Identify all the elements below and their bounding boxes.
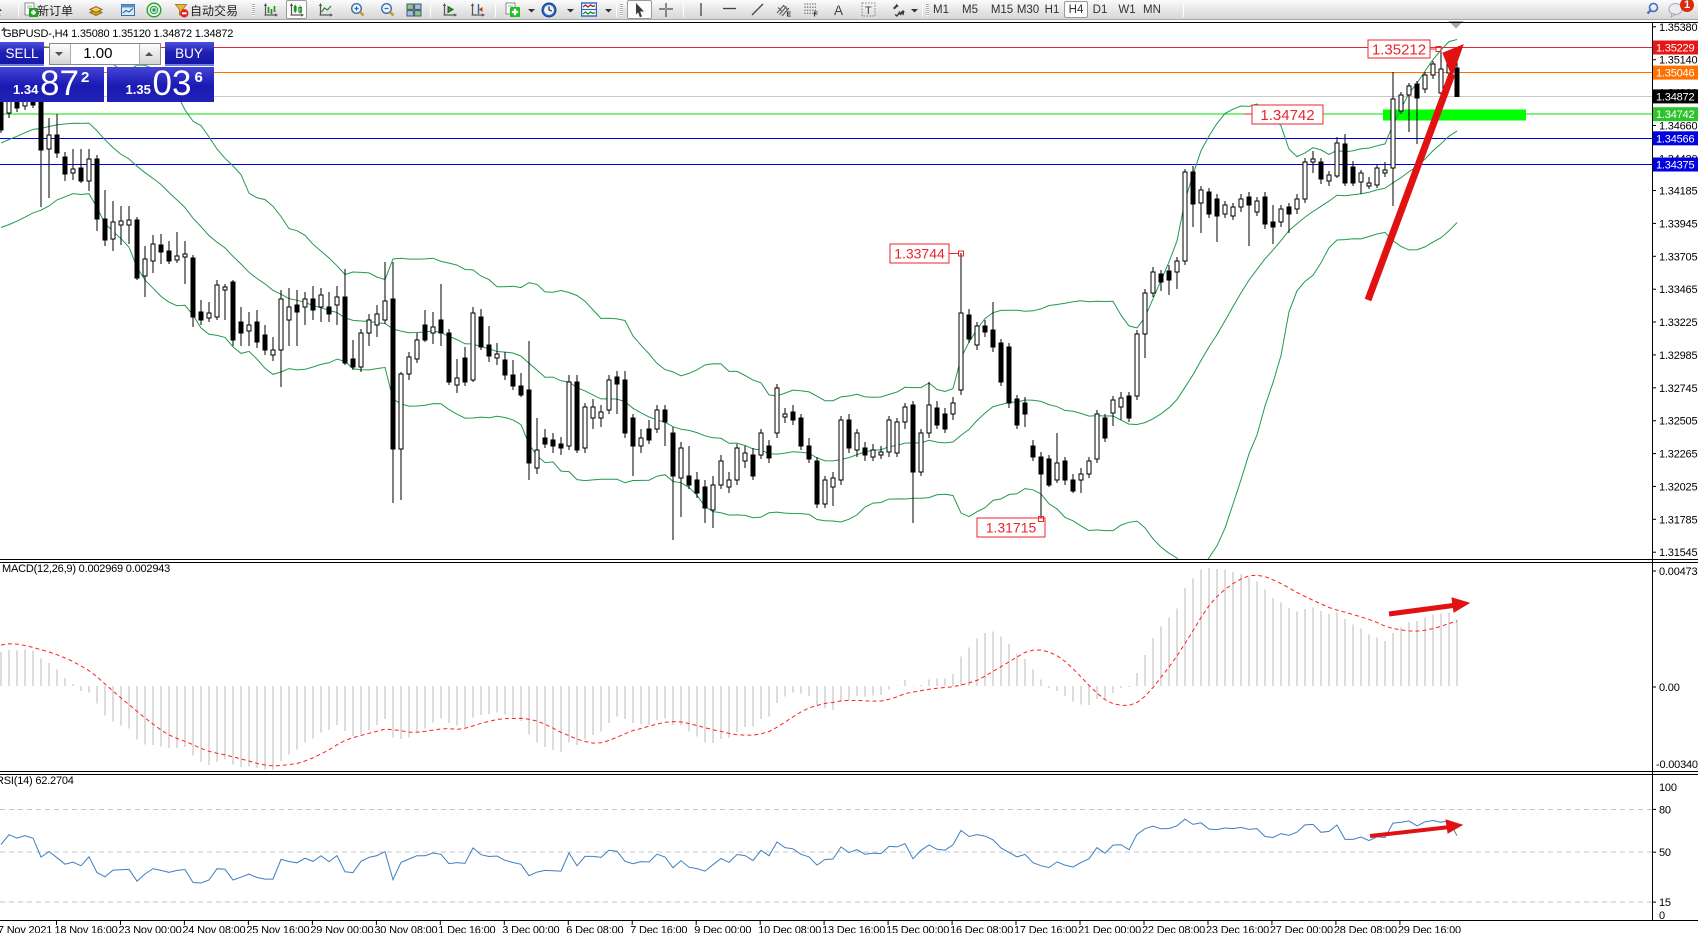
svg-text:21 Dec 00:00: 21 Dec 00:00 <box>1078 925 1141 933</box>
svg-text:15 Dec 00:00: 15 Dec 00:00 <box>886 925 949 933</box>
svg-text:6 Dec 08:00: 6 Dec 08:00 <box>566 925 623 933</box>
svg-text:22 Dec 08:00: 22 Dec 08:00 <box>1142 925 1205 933</box>
svg-text:1.34566: 1.34566 <box>1656 133 1694 145</box>
svg-text:1.33744: 1.33744 <box>894 246 945 262</box>
svg-text:28 Dec 08:00: 28 Dec 08:00 <box>1334 925 1397 933</box>
svg-text:1.34872: 1.34872 <box>1656 91 1694 103</box>
svg-text:GBPUSD-,H4 1.35080 1.35120 1.: GBPUSD-,H4 1.35080 1.35120 1.34872 1.348… <box>3 28 233 40</box>
svg-text:30 Nov 08:00: 30 Nov 08:00 <box>374 925 437 933</box>
svg-text:1.32505: 1.32505 <box>1659 416 1697 428</box>
svg-text:1.34375: 1.34375 <box>1656 160 1694 172</box>
svg-text:1.35212: 1.35212 <box>1372 41 1426 58</box>
svg-text:17 Dec 16:00: 17 Dec 16:00 <box>1014 925 1077 933</box>
svg-text:E: E <box>787 12 792 19</box>
svg-text:23 Dec 16:00: 23 Dec 16:00 <box>1206 925 1269 933</box>
svg-text:1.34660: 1.34660 <box>1659 121 1697 133</box>
svg-text:0.004733: 0.004733 <box>1659 566 1698 578</box>
svg-text:1.31545: 1.31545 <box>1659 547 1697 559</box>
svg-text:1.31785: 1.31785 <box>1659 514 1697 526</box>
svg-text:1.32265: 1.32265 <box>1659 449 1697 461</box>
svg-text:18 Nov 16:00: 18 Nov 16:00 <box>55 925 118 933</box>
svg-text:RSI(14) 62.2704: RSI(14) 62.2704 <box>0 775 74 787</box>
svg-text:9 Dec 00:00: 9 Dec 00:00 <box>694 925 751 933</box>
svg-text:1.32745: 1.32745 <box>1659 383 1697 395</box>
svg-text:1.34185: 1.34185 <box>1659 186 1697 198</box>
svg-text:50: 50 <box>1659 847 1671 859</box>
svg-text:1.33225: 1.33225 <box>1659 317 1697 329</box>
svg-text:1.32025: 1.32025 <box>1659 481 1697 493</box>
svg-text:3 Dec 00:00: 3 Dec 00:00 <box>502 925 559 933</box>
svg-text:1.35380: 1.35380 <box>1659 22 1697 34</box>
svg-text:-0.003403: -0.003403 <box>1656 759 1698 771</box>
svg-text:1.34742: 1.34742 <box>1656 109 1694 121</box>
svg-text:1.34742: 1.34742 <box>1260 107 1314 124</box>
svg-text:15: 15 <box>1659 897 1671 909</box>
svg-text:23 Nov 00:00: 23 Nov 00:00 <box>119 925 182 933</box>
svg-text:80: 80 <box>1659 804 1671 816</box>
svg-text:0.00: 0.00 <box>1659 682 1680 694</box>
svg-text:17 Nov 2021: 17 Nov 2021 <box>0 925 52 933</box>
svg-text:29 Dec 16:00: 29 Dec 16:00 <box>1398 925 1461 933</box>
svg-text:16 Dec 08:00: 16 Dec 08:00 <box>950 925 1013 933</box>
svg-text:27 Dec 00:00: 27 Dec 00:00 <box>1270 925 1333 933</box>
svg-text:1.35140: 1.35140 <box>1659 55 1697 67</box>
svg-text:1.35229: 1.35229 <box>1656 43 1694 55</box>
svg-text:F: F <box>814 12 819 19</box>
svg-text:10 Dec 08:00: 10 Dec 08:00 <box>758 925 821 933</box>
svg-text:1 Dec 16:00: 1 Dec 16:00 <box>438 925 495 933</box>
svg-text:1.33945: 1.33945 <box>1659 218 1697 230</box>
svg-text:13 Dec 16:00: 13 Dec 16:00 <box>822 925 885 933</box>
svg-text:7 Dec 16:00: 7 Dec 16:00 <box>630 925 687 933</box>
svg-text:25 Nov 16:00: 25 Nov 16:00 <box>246 925 309 933</box>
svg-text:1.31715: 1.31715 <box>986 520 1037 536</box>
svg-text:T: T <box>865 5 872 17</box>
svg-text:1.33465: 1.33465 <box>1659 284 1697 296</box>
svg-text:MACD(12,26,9) 0.002969 0.00294: MACD(12,26,9) 0.002969 0.002943 <box>2 563 170 575</box>
svg-text:1.33705: 1.33705 <box>1659 251 1697 263</box>
svg-text:1.35046: 1.35046 <box>1656 68 1694 80</box>
svg-text:1.32985: 1.32985 <box>1659 350 1697 362</box>
svg-text:100: 100 <box>1659 782 1677 794</box>
svg-text:0: 0 <box>1659 910 1665 922</box>
svg-text:24 Nov 08:00: 24 Nov 08:00 <box>182 925 245 933</box>
svg-text:29 Nov 00:00: 29 Nov 00:00 <box>310 925 373 933</box>
